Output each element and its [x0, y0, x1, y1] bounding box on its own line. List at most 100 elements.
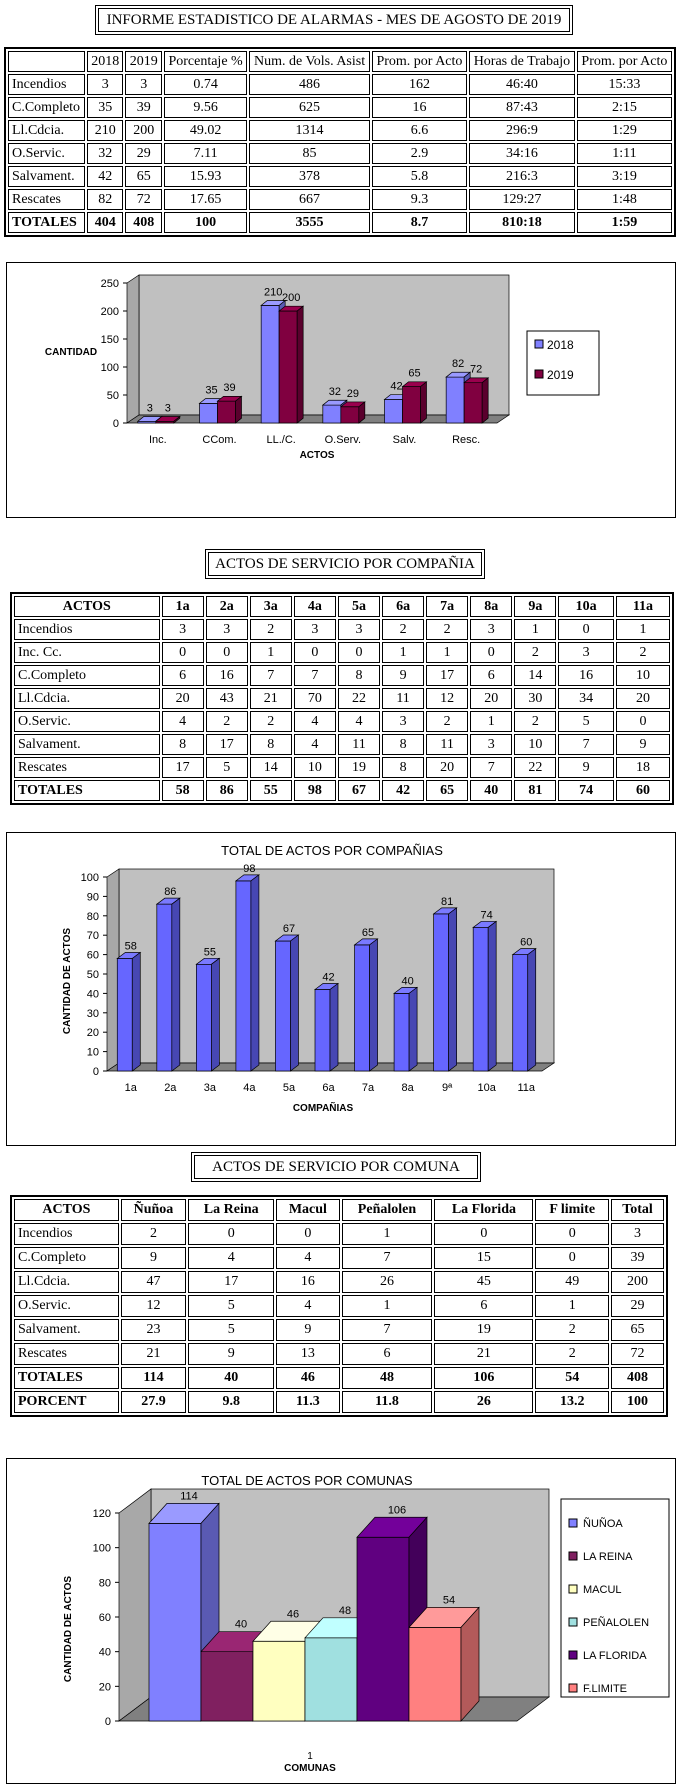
table-cell: 21	[434, 1343, 534, 1365]
table-cell: Num. de Vols. Asist	[249, 51, 370, 72]
table-cell: 20	[426, 757, 469, 778]
row-label-cell: TOTALES	[14, 780, 160, 801]
table-cell: 3	[558, 642, 614, 663]
bar-front	[116, 958, 133, 1072]
table-cell: 7	[249, 665, 292, 686]
bar-front	[314, 989, 331, 1072]
table-cell: 5.8	[371, 166, 468, 187]
y-tick-label: 0	[105, 1716, 111, 1728]
y-tick-label: 200	[101, 306, 119, 318]
bar-side	[487, 920, 497, 1072]
table-cell: 65	[426, 780, 469, 801]
y-tick-label: 30	[87, 1008, 99, 1020]
y-tick-label: 250	[101, 278, 119, 290]
row-label-cell: C.Completo	[14, 1247, 119, 1269]
table-cell: 200	[611, 1271, 664, 1293]
y-tick-label: 0	[93, 1066, 99, 1078]
data-label: 42	[390, 380, 402, 392]
table-cell: 3	[205, 619, 248, 640]
bar-front	[235, 880, 252, 1072]
table-cell: 26	[434, 1391, 534, 1413]
table-cell: La Florida	[434, 1199, 534, 1221]
y-tick-label: 100	[81, 872, 99, 884]
table-cell: 27.9	[120, 1391, 187, 1413]
bar-side	[420, 381, 427, 424]
table-cell: Prom. por Acto	[371, 51, 468, 72]
bar-side	[173, 415, 181, 424]
table-row: C.Completo 6 16 7 7 8 9 17 6 14 16 10	[14, 665, 670, 686]
y-tick-label: 10	[87, 1047, 99, 1059]
x-tick-label: 2a	[164, 1082, 177, 1094]
table-cell: 39	[125, 97, 162, 118]
row-label-cell: C.Completo	[8, 97, 86, 118]
table-cell: 2	[615, 642, 670, 663]
table-cell: 67	[337, 780, 381, 801]
chart-actos-por-compania: TOTAL DE ACTOS POR COMPAÑIAS 0 10 20 30 40 50 6…	[6, 832, 676, 1146]
bar-side	[329, 982, 339, 1072]
table-row: O.Servic. 12 5 4 1 6 1 29	[14, 1295, 664, 1317]
bar-front	[354, 944, 370, 1072]
data-label: 35	[205, 384, 217, 396]
table-cell: 14	[514, 665, 557, 686]
table-cell: 2	[249, 619, 292, 640]
table-cell: 15.93	[163, 166, 248, 187]
legend-label: MACUL	[583, 1584, 622, 1596]
data-label: 72	[470, 364, 482, 376]
table-cell: 6a	[382, 596, 425, 617]
x-tick-label: 1	[307, 1751, 313, 1762]
table-cell: 17.65	[163, 189, 248, 210]
table-cell: 0	[205, 642, 248, 663]
table-cell: 40	[470, 780, 513, 801]
legend-swatch	[568, 1683, 578, 1693]
bar-front	[445, 376, 465, 424]
table-cell: 1	[615, 619, 670, 640]
data-label: 40	[235, 1619, 247, 1631]
table-cell: 12	[426, 688, 469, 709]
table-cell: 0	[337, 642, 381, 663]
table-cell: 1a	[161, 596, 204, 617]
table-cell: 7a	[426, 596, 469, 617]
row-label-cell: Incendios	[14, 619, 160, 640]
table-cell: 72	[611, 1343, 664, 1365]
table-cell: 0.74	[163, 74, 248, 95]
table-totals-row: TOTALES 58 86 55 98 67 42 65 40 81 74 60	[14, 780, 670, 801]
legend-swatch	[568, 1551, 578, 1561]
table-row: C.Completo 9 4 4 7 15 0 39	[14, 1247, 664, 1269]
data-label: 114	[180, 1490, 198, 1502]
bar-side	[481, 377, 489, 424]
table-cell: 0	[535, 1247, 610, 1269]
x-tick-label: 11a	[517, 1082, 535, 1094]
table-cell: 2	[426, 711, 469, 732]
table-cell: 10a	[558, 596, 614, 617]
table-cell: 40	[188, 1367, 275, 1389]
table-cell: 49	[535, 1271, 610, 1293]
table-cell: Horas de Trabajo	[469, 51, 575, 72]
table-cell: 20	[161, 688, 204, 709]
table-cell: 60	[615, 780, 670, 801]
bar-front	[260, 305, 280, 424]
bar-front	[199, 403, 218, 424]
table-cell: 3	[293, 619, 336, 640]
table-cell: 7	[470, 757, 513, 778]
table-cell: 34	[558, 688, 614, 709]
table-cell: 1:48	[576, 189, 672, 210]
table-row: Salvament. 8 17 8 4 11 8 11 3 10 7 9	[14, 734, 670, 755]
table-cell: 3:19	[576, 166, 672, 187]
table-row: O.Servic. 32 29 7.11 85 2.9 34:16 1:11	[8, 143, 672, 164]
table-cell: 3	[470, 734, 513, 755]
table-cell: 29	[611, 1295, 664, 1317]
table-cell: 6	[341, 1343, 433, 1365]
table-row: Incendios 3 3 0.74 486 162 46:40 15:33	[8, 74, 672, 95]
table-header-row: 2018 2019 Porcentaje % Num. de Vols. Asist P…	[8, 51, 672, 72]
table-cell: 378	[249, 166, 370, 187]
table-cell: 4	[293, 711, 336, 732]
x-tick-label: LL./C.	[266, 434, 295, 446]
bar-front	[433, 913, 449, 1072]
table-cell: 48	[341, 1367, 433, 1389]
table-cell: 0	[535, 1223, 610, 1245]
table-cell: 8	[161, 734, 204, 755]
bar-side	[131, 951, 141, 1072]
table-cell: 16	[371, 97, 468, 118]
row-label-cell	[8, 51, 86, 72]
table-cell: 11	[337, 734, 381, 755]
